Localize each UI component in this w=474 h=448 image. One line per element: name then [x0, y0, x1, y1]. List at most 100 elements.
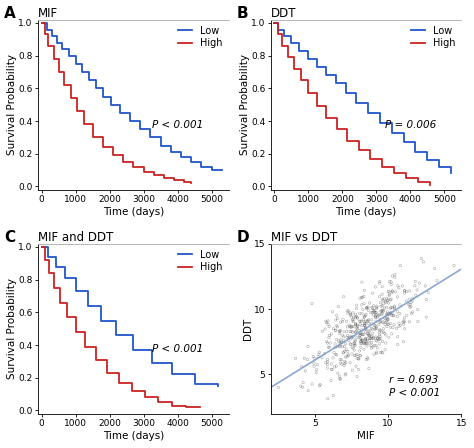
Point [379, 308, 387, 315]
Point [414, 318, 421, 325]
Point [431, 265, 438, 272]
Point [383, 308, 391, 315]
Point [304, 343, 312, 350]
Point [316, 382, 323, 389]
Low [188, 159, 194, 164]
High [367, 148, 373, 153]
Point [313, 361, 321, 368]
Point [321, 326, 329, 333]
Point [349, 309, 357, 316]
Point [334, 315, 341, 322]
Point [356, 295, 364, 302]
Point [381, 346, 389, 353]
Point [405, 301, 412, 308]
Point [399, 282, 406, 289]
Point [384, 310, 392, 317]
Point [388, 288, 396, 295]
Point [340, 362, 348, 369]
Point [353, 351, 361, 358]
Point [310, 359, 318, 366]
Point [365, 330, 372, 337]
Point [318, 354, 326, 362]
High [68, 95, 73, 101]
Point [387, 324, 394, 331]
Point [336, 373, 343, 380]
Point [389, 287, 396, 294]
Point [387, 310, 394, 317]
Point [310, 362, 318, 370]
Point [342, 340, 349, 347]
Point [363, 339, 370, 346]
Point [356, 310, 364, 317]
Point [356, 335, 364, 342]
Point [368, 320, 375, 327]
Low [147, 126, 153, 132]
Point [391, 271, 399, 278]
High [104, 357, 110, 362]
Point [358, 337, 366, 344]
Point [336, 375, 344, 382]
Point [384, 315, 392, 322]
Point [323, 319, 330, 326]
Point [340, 337, 347, 344]
Point [375, 311, 383, 318]
Text: MIF and DDT: MIF and DDT [38, 231, 114, 244]
High [51, 43, 56, 48]
Point [355, 355, 363, 362]
Point [368, 333, 375, 340]
Point [373, 304, 381, 311]
Low [45, 254, 51, 259]
Point [329, 354, 337, 362]
High [367, 156, 373, 161]
Point [347, 341, 355, 348]
Point [378, 311, 385, 318]
High [74, 108, 80, 114]
Point [376, 340, 383, 348]
Point [370, 311, 377, 319]
High [379, 164, 385, 169]
Low [389, 120, 394, 125]
Point [312, 369, 320, 376]
Point [421, 282, 429, 289]
Low [54, 34, 60, 39]
Point [346, 310, 354, 317]
Point [401, 287, 408, 294]
Point [334, 323, 341, 331]
Point [370, 306, 377, 314]
Point [390, 312, 398, 319]
Point [322, 359, 329, 366]
Line: High: High [42, 247, 200, 407]
Point [401, 289, 408, 297]
Point [377, 335, 384, 342]
Low [73, 61, 79, 67]
Low [45, 244, 51, 250]
Point [371, 326, 379, 333]
High [142, 388, 148, 393]
Point [325, 323, 333, 330]
Point [365, 320, 373, 327]
High [129, 388, 135, 393]
Low [86, 69, 92, 75]
Point [384, 299, 392, 306]
High [61, 69, 66, 75]
Point [358, 326, 365, 333]
Point [348, 335, 356, 342]
Low [63, 276, 68, 281]
High [334, 126, 339, 132]
Point [433, 277, 441, 284]
Point [331, 327, 339, 334]
Point [362, 335, 369, 342]
Text: C: C [4, 230, 15, 245]
Point [392, 288, 399, 295]
Point [366, 335, 374, 342]
Low [149, 347, 155, 353]
Point [419, 258, 427, 266]
Point [336, 330, 344, 337]
Point [358, 340, 365, 347]
Point [346, 359, 354, 366]
Point [352, 327, 360, 335]
Point [324, 340, 331, 347]
Point [376, 316, 384, 323]
Point [349, 333, 357, 340]
Low [305, 56, 310, 62]
